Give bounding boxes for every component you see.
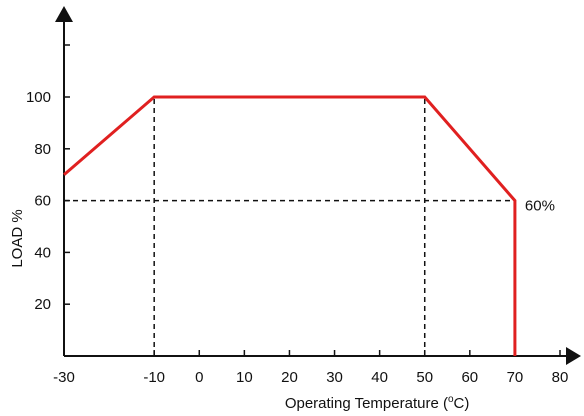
x-tick-label: 50 — [416, 369, 433, 386]
x-axis-title: Operating Temperature (oC) — [285, 394, 470, 412]
x-tick-label: 30 — [326, 369, 343, 386]
y-axis-title: LOAD % — [9, 209, 26, 267]
annotations: 60% — [525, 198, 555, 215]
y-tick-label: 100 — [26, 89, 51, 106]
x-tick-label: 40 — [371, 369, 388, 386]
x-tick-label: -10 — [143, 369, 165, 386]
x-axis-title-text: Operating Temperature ( — [285, 395, 448, 412]
x-tick-label: 70 — [507, 369, 524, 386]
x-axis-title-superscript: o — [448, 394, 454, 405]
x-tick-label: -30 — [53, 369, 75, 386]
axes — [55, 6, 581, 365]
y-tick-label: 40 — [34, 244, 51, 261]
y-tick-label: 80 — [34, 141, 51, 158]
annotation-label: 60% — [525, 198, 555, 215]
x-tick-label: 60 — [461, 369, 478, 386]
x-axis-arrowhead — [566, 347, 581, 365]
series — [63, 95, 517, 356]
reference-lines — [64, 97, 515, 356]
tick-marks — [63, 44, 561, 356]
x-tick-label: 20 — [281, 369, 298, 386]
y-tick-labels: 20 40 60 80 100 — [26, 89, 51, 313]
x-axis-title-unit: C) — [454, 395, 470, 412]
x-tick-label: 0 — [195, 369, 203, 386]
x-tick-labels: -30 -10 0 10 20 30 40 50 60 70 80 — [53, 369, 568, 386]
x-tick-label: 80 — [552, 369, 569, 386]
y-tick-label: 60 — [34, 193, 51, 210]
y-tick-label: 20 — [34, 296, 51, 313]
x-tick-label: 10 — [236, 369, 253, 386]
y-axis-arrowhead — [55, 6, 73, 22]
derating-curve — [63, 95, 517, 356]
